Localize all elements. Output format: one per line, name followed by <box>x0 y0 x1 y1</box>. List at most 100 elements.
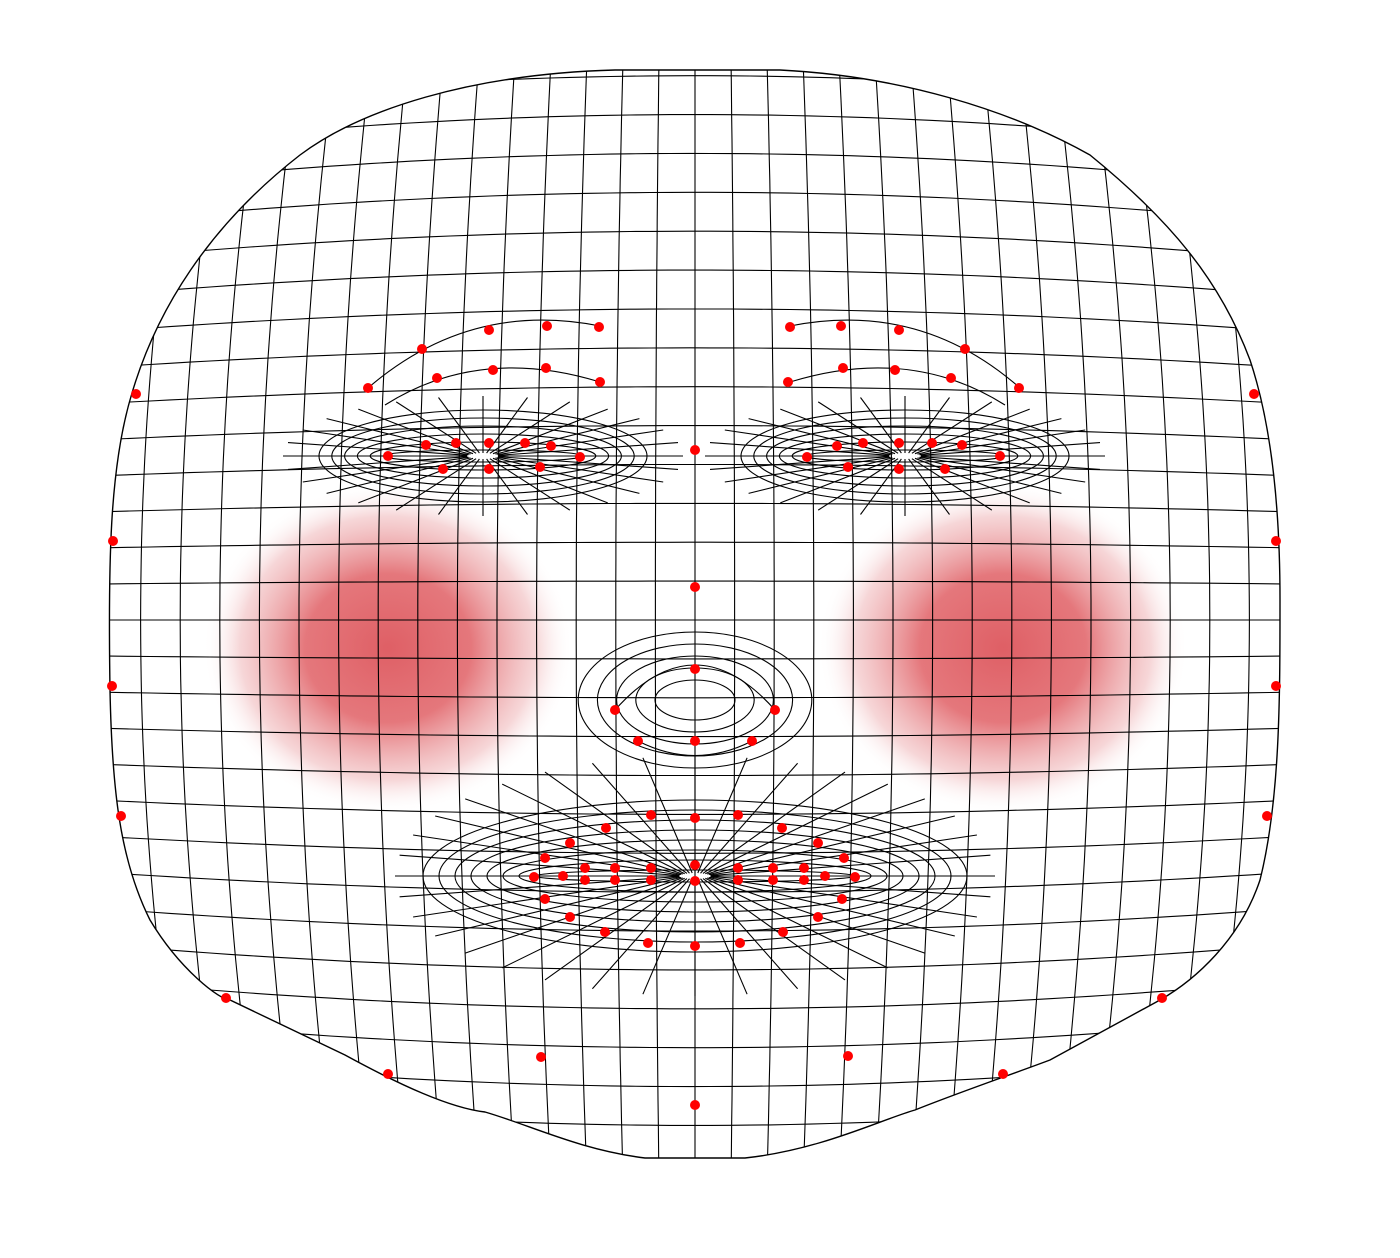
landmark-point <box>383 1069 393 1079</box>
landmark-point <box>546 441 556 451</box>
landmark-point <box>690 941 700 951</box>
landmark-point <box>1271 681 1281 691</box>
mesh-vertical-line <box>1303 40 1369 1200</box>
mesh-horizontal-line <box>109 541 1280 549</box>
landmark-point <box>580 875 590 885</box>
right-eye-spoke <box>920 442 1101 456</box>
landmark-point <box>839 853 849 863</box>
mouth-spoke <box>697 757 748 874</box>
landmark-point <box>541 363 551 373</box>
right-eye-spoke <box>780 408 896 455</box>
right-eye-spoke <box>920 456 1101 470</box>
landmark-point <box>432 373 442 383</box>
landmark-point <box>957 440 967 450</box>
mouth-spoke <box>435 815 682 876</box>
right-eye-spoke <box>724 456 891 483</box>
landmark-point <box>421 440 431 450</box>
landmark-point <box>960 344 970 354</box>
landmark-point <box>890 365 900 375</box>
landmark-point <box>690 1100 700 1110</box>
landmark-point <box>770 705 780 715</box>
right-eye-spoke <box>911 458 993 511</box>
landmark-point <box>1249 389 1259 399</box>
mesh-horizontal-line <box>109 907 1280 932</box>
mesh-horizontal-line <box>109 727 1280 738</box>
mouth-spoke <box>399 854 680 877</box>
left-eye-spoke <box>497 429 664 456</box>
mesh-horizontal-line <box>109 1050 1280 1088</box>
mouth-spoke <box>710 875 991 898</box>
mesh-horizontal-line <box>109 70 1280 82</box>
landmark-point <box>894 464 904 474</box>
left-eye-spoke <box>498 456 679 470</box>
landmark-point <box>813 838 823 848</box>
landmark-point <box>536 1052 546 1062</box>
mesh-horizontal-line <box>109 114 1280 154</box>
landmark-point <box>116 811 126 821</box>
mesh-horizontal-line <box>109 580 1280 585</box>
landmark-point <box>785 322 795 332</box>
landmark-point <box>747 736 757 746</box>
right-eye-spoke <box>817 401 899 454</box>
landmark-point <box>836 321 846 331</box>
landmark-point <box>838 363 848 373</box>
right-brow-arc <box>789 367 1006 406</box>
mouth-spoke <box>465 798 683 875</box>
mouth-spoke <box>705 783 889 875</box>
mesh-horizontal-line <box>109 347 1280 369</box>
mesh-horizontal-line <box>109 943 1280 971</box>
mouth-spoke <box>642 757 693 874</box>
landmark-point <box>529 872 539 882</box>
mouth-spoke <box>708 876 955 937</box>
landmark-point <box>799 863 809 873</box>
landmark-point <box>107 681 117 691</box>
landmark-point <box>540 894 550 904</box>
landmark-point <box>995 451 1005 461</box>
landmark-point <box>1157 993 1167 1003</box>
left-eye-spoke <box>287 442 468 456</box>
mouth-spoke <box>697 878 748 995</box>
landmark-point <box>1014 383 1024 393</box>
landmark-point <box>417 344 427 354</box>
landmark-point <box>690 813 700 823</box>
mouth-spoke <box>702 878 846 981</box>
right-eye-spoke <box>919 429 1086 456</box>
landmark-point <box>484 325 494 335</box>
mouth-spoke <box>544 771 688 874</box>
mouth-spoke <box>702 771 846 874</box>
mouth-spoke <box>435 876 682 937</box>
landmark-point <box>565 838 575 848</box>
landmark-point <box>484 438 494 448</box>
left-eye-spoke <box>497 456 664 483</box>
right-eye-spoke <box>911 401 993 454</box>
landmark-point <box>777 823 787 833</box>
landmark-point <box>894 325 904 335</box>
right-eye-spoke <box>817 458 899 511</box>
mesh-horizontal-line <box>109 502 1280 513</box>
landmark-point <box>610 705 620 715</box>
landmark-point <box>799 875 809 885</box>
landmark-point <box>733 863 743 873</box>
landmark-point <box>802 452 812 462</box>
left-eye-spoke <box>492 457 608 504</box>
mesh-horizontal-line <box>109 269 1280 297</box>
landmark-point <box>383 451 393 461</box>
landmark-point <box>690 736 700 746</box>
left-eye-spoke <box>495 418 640 455</box>
mesh-horizontal-line <box>109 1086 1280 1126</box>
mesh-horizontal-line <box>109 655 1280 660</box>
landmark-point <box>520 438 530 448</box>
landmark-point <box>850 872 860 882</box>
mesh-horizontal-line <box>90 1159 1290 1203</box>
right-eye-spoke <box>908 397 950 454</box>
left-eye-spoke <box>489 458 571 511</box>
mesh-horizontal-line <box>109 691 1280 699</box>
landmark-point <box>646 863 656 873</box>
left-brow-arc <box>384 367 601 406</box>
mouth-spoke <box>591 762 690 874</box>
left-cheek-highlight <box>203 483 573 813</box>
nose-ring <box>654 679 736 721</box>
left-eye-spoke <box>302 429 469 456</box>
mesh-horizontal-line <box>109 191 1280 226</box>
